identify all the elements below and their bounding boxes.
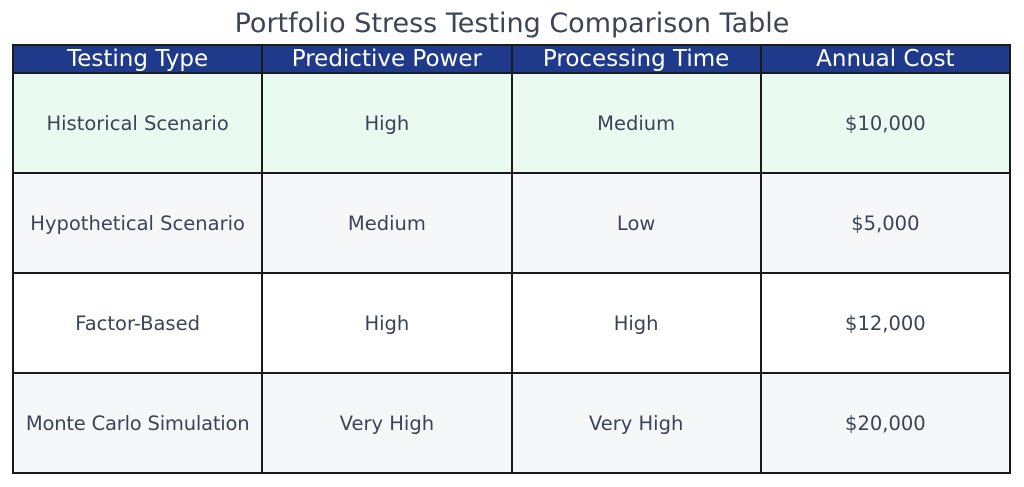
table-row: Factor-Based High High $12,000 [11,272,1012,374]
cell-processing-time: Low [510,172,762,274]
cell-predictive-power: High [261,72,513,174]
cell-testing-type: Historical Scenario [11,72,264,174]
table-row: Historical Scenario High Medium $10,000 [11,72,1012,174]
cell-testing-type: Monte Carlo Simulation [11,372,264,474]
header-testing-type: Testing Type [11,44,264,74]
cell-predictive-power: Very High [261,372,513,474]
cell-processing-time: Very High [510,372,762,474]
cell-testing-type: Factor-Based [11,272,264,374]
cell-annual-cost: $20,000 [759,372,1012,474]
cell-processing-time: Medium [510,72,762,174]
table-row: Hypothetical Scenario Medium Low $5,000 [11,172,1012,274]
comparison-table: Testing Type Predictive Power Processing… [11,44,1012,474]
header-row: Testing Type Predictive Power Processing… [11,44,1012,74]
cell-annual-cost: $12,000 [759,272,1012,374]
cell-predictive-power: Medium [261,172,513,274]
header-predictive-power: Predictive Power [261,44,513,74]
cell-processing-time: High [510,272,762,374]
cell-annual-cost: $5,000 [759,172,1012,274]
table-title: Portfolio Stress Testing Comparison Tabl… [234,8,790,39]
cell-annual-cost: $10,000 [759,72,1012,174]
header-processing-time: Processing Time [510,44,762,74]
header-annual-cost: Annual Cost [759,44,1012,74]
cell-predictive-power: High [261,272,513,374]
table-row: Monte Carlo Simulation Very High Very Hi… [11,372,1012,474]
cell-testing-type: Hypothetical Scenario [11,172,264,274]
